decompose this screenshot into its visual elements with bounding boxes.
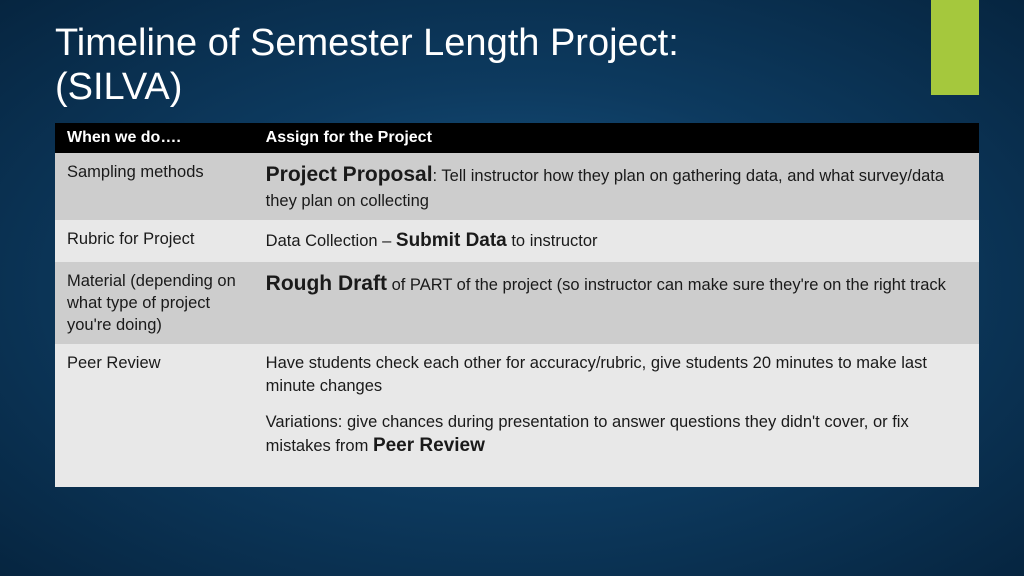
rest-text: of PART of the project (so instructor ca… (387, 276, 946, 294)
para-1: Have students check each other for accur… (266, 354, 927, 394)
paragraph-gap (266, 397, 967, 411)
bold-text: Peer Review (373, 435, 485, 456)
pre-text: Data Collection – (266, 232, 396, 250)
accent-bar (931, 0, 979, 95)
post-text: to instructor (507, 232, 598, 250)
cell-when: Sampling methods (55, 153, 254, 220)
table-row: Material (depending on what type of proj… (55, 262, 979, 345)
cell-when: Material (depending on what type of proj… (55, 262, 254, 345)
table-row: Sampling methods Project Proposal: Tell … (55, 153, 979, 220)
para-2-pre: Variations: give chances during presenta… (266, 413, 909, 455)
bold-text: Rough Draft (266, 272, 387, 295)
timeline-table: When we do…. Assign for the Project Samp… (55, 123, 979, 486)
col-header-assign: Assign for the Project (254, 123, 979, 153)
col-header-when: When we do…. (55, 123, 254, 153)
cell-assign: Data Collection – Submit Data to instruc… (254, 220, 979, 262)
cell-assign: Have students check each other for accur… (254, 344, 979, 486)
table-header-row: When we do…. Assign for the Project (55, 123, 979, 153)
table-row: Peer Review Have students check each oth… (55, 344, 979, 486)
cell-when: Peer Review (55, 344, 254, 486)
bold-text: Project Proposal (266, 163, 433, 186)
title-line-2: (SILVA) (55, 66, 182, 108)
title-line-1: Timeline of Semester Length Project: (55, 22, 679, 64)
bold-text: Submit Data (396, 230, 507, 251)
cell-when: Rubric for Project (55, 220, 254, 262)
cell-assign: Rough Draft of PART of the project (so i… (254, 262, 979, 345)
table-row: Rubric for Project Data Collection – Sub… (55, 220, 979, 262)
timeline-table-container: When we do…. Assign for the Project Samp… (55, 123, 979, 486)
cell-assign: Project Proposal: Tell instructor how th… (254, 153, 979, 220)
slide-title: Timeline of Semester Length Project: (SI… (0, 0, 1024, 123)
